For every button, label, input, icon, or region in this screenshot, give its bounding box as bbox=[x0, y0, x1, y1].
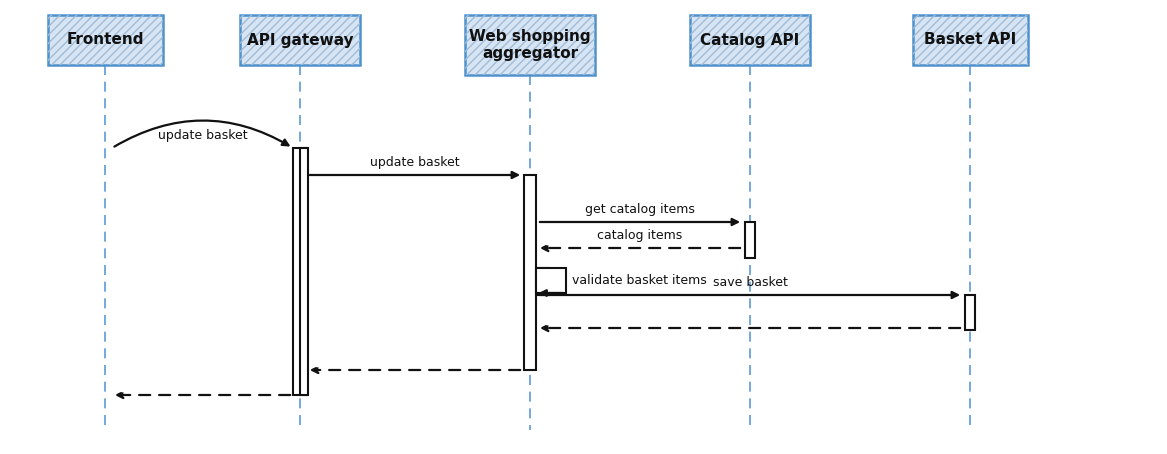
Bar bbox=[464, 15, 595, 75]
Bar bbox=[537, 268, 548, 295]
Bar bbox=[536, 268, 566, 293]
Text: validate basket items: validate basket items bbox=[572, 274, 707, 287]
Text: Basket API: Basket API bbox=[924, 33, 1016, 48]
Text: get catalog items: get catalog items bbox=[585, 203, 694, 216]
Bar bbox=[293, 148, 307, 395]
Bar bbox=[913, 15, 1027, 65]
Text: API gateway: API gateway bbox=[246, 33, 354, 48]
Text: Web shopping
aggregator: Web shopping aggregator bbox=[469, 29, 591, 61]
Text: Catalog API: Catalog API bbox=[700, 33, 799, 48]
Text: Frontend: Frontend bbox=[67, 33, 144, 48]
Bar bbox=[524, 175, 536, 370]
Bar bbox=[745, 222, 755, 258]
Bar bbox=[464, 15, 595, 75]
Bar bbox=[690, 15, 810, 65]
Text: save basket: save basket bbox=[713, 276, 788, 289]
Bar bbox=[690, 15, 810, 65]
Bar bbox=[913, 15, 1027, 65]
Bar bbox=[48, 15, 162, 65]
Bar bbox=[965, 295, 974, 330]
Bar bbox=[240, 15, 359, 65]
Bar bbox=[240, 15, 359, 65]
Text: update basket: update basket bbox=[370, 156, 460, 169]
Bar bbox=[48, 15, 162, 65]
Text: update basket: update basket bbox=[158, 129, 247, 142]
Bar bbox=[300, 148, 308, 395]
Text: catalog items: catalog items bbox=[598, 229, 683, 242]
